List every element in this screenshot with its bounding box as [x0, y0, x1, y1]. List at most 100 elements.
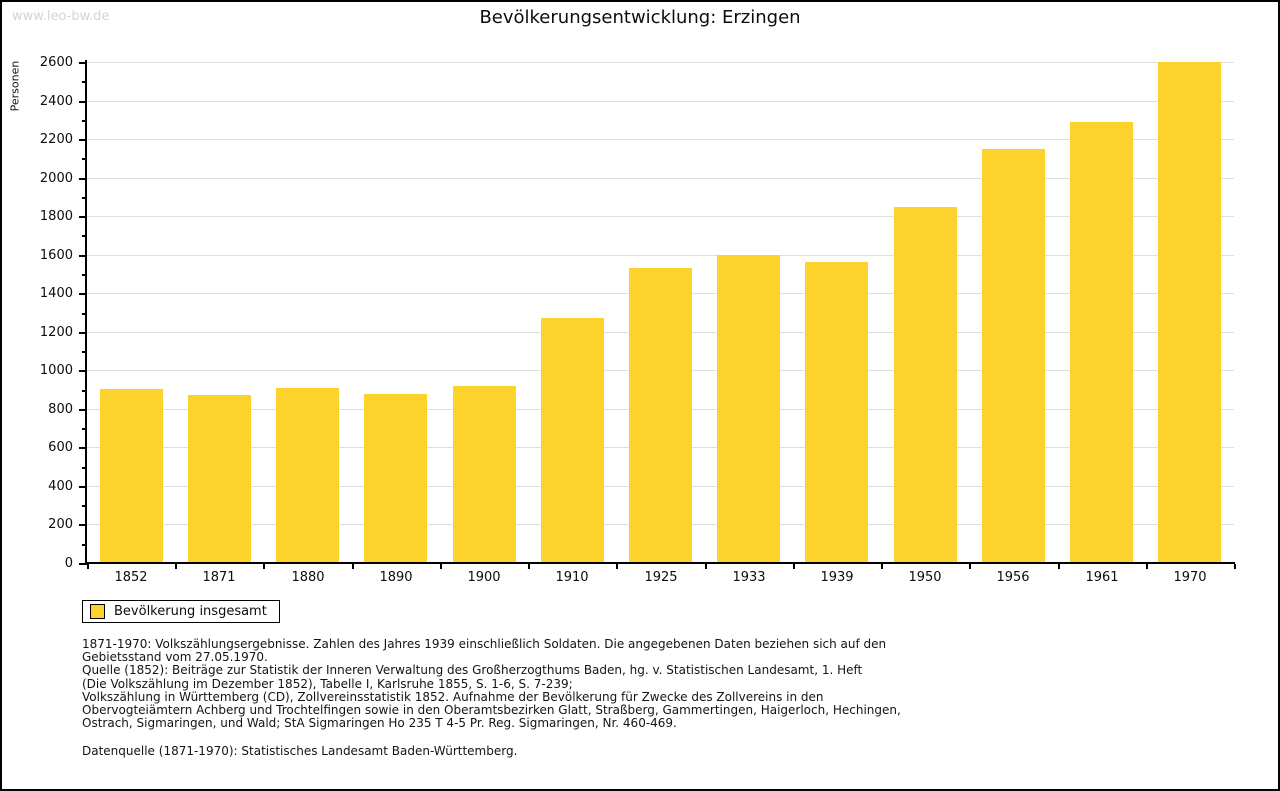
- y-major-tick-1000: [79, 370, 85, 372]
- x-tick-label-1900: 1900: [467, 570, 501, 585]
- y-tick-label-1200: 1200: [39, 325, 73, 340]
- y-major-tick-600: [79, 447, 85, 449]
- y-tick-label-1400: 1400: [39, 286, 73, 301]
- y-minor-tick-300: [82, 505, 85, 507]
- x-tick-label-1950: 1950: [908, 570, 942, 585]
- watermark: www.leo-bw.de: [12, 9, 110, 24]
- y-major-tick-2600: [79, 62, 85, 64]
- legend: Bevölkerung insgesamt: [82, 600, 280, 623]
- x-tick-label-1852: 1852: [114, 570, 148, 585]
- bar-1910: [541, 318, 604, 563]
- y-minor-tick-2300: [82, 120, 85, 122]
- y-tick-label-200: 200: [48, 517, 73, 532]
- y-minor-tick-900: [82, 390, 85, 392]
- y-tick-label-800: 800: [48, 402, 73, 417]
- footnote-line-7: Ostrach, Sigmaringen, und Wald; StA Sigm…: [82, 716, 677, 731]
- x-tick-8: [793, 564, 795, 569]
- data-source-line: Datenquelle (1871-1970): Statistisches L…: [82, 744, 518, 758]
- x-tick-5: [528, 564, 530, 569]
- y-major-tick-2400: [79, 101, 85, 103]
- x-tick-label-1933: 1933: [732, 570, 766, 585]
- y-tick-label-2200: 2200: [39, 132, 73, 147]
- y-tick-label-600: 600: [48, 440, 73, 455]
- gridline: [87, 139, 1234, 140]
- y-major-tick-400: [79, 486, 85, 488]
- bar-1933: [717, 255, 780, 563]
- y-minor-tick-2100: [82, 158, 85, 160]
- y-major-tick-0: [79, 563, 85, 565]
- y-tick-label-2400: 2400: [39, 94, 73, 109]
- bar-1871: [188, 395, 251, 563]
- y-major-tick-200: [79, 524, 85, 526]
- x-tick-13: [1234, 564, 1236, 569]
- bar-1890: [364, 394, 427, 563]
- y-tick-label-1600: 1600: [39, 248, 73, 263]
- bar-1950: [894, 207, 957, 563]
- footnote-line-5: Volkszählung in Württemberg (CD), Zollve…: [82, 689, 824, 704]
- y-major-tick-2200: [79, 139, 85, 141]
- y-minor-tick-1300: [82, 313, 85, 315]
- y-tick-label-1000: 1000: [39, 363, 73, 378]
- footnote-line-6: Obervogteiämtern Achberg und Trochtelfin…: [82, 703, 901, 718]
- x-tick-6: [616, 564, 618, 569]
- x-tick-10: [969, 564, 971, 569]
- x-tick-0: [87, 564, 89, 569]
- footnote-line-4: (Die Volkszählung im Dezember 1852), Tab…: [82, 676, 573, 691]
- y-minor-tick-100: [82, 544, 85, 546]
- y-major-tick-2000: [79, 178, 85, 180]
- y-major-tick-1200: [79, 332, 85, 334]
- y-minor-tick-1700: [82, 235, 85, 237]
- bar-1880: [276, 388, 339, 563]
- x-tick-label-1910: 1910: [555, 570, 589, 585]
- y-tick-label-2600: 2600: [39, 55, 73, 70]
- y-minor-tick-2500: [82, 81, 85, 83]
- footnote-line-2: Gebietsstand vom 27.05.1970.: [82, 650, 268, 665]
- x-tick-label-1956: 1956: [996, 570, 1030, 585]
- chart-title: Bevölkerungsentwicklung: Erzingen: [479, 7, 801, 28]
- legend-label: Bevölkerung insgesamt: [114, 604, 267, 619]
- x-tick-12: [1146, 564, 1148, 569]
- y-minor-tick-1900: [82, 197, 85, 199]
- x-tick-label-1925: 1925: [644, 570, 678, 585]
- y-minor-tick-500: [82, 467, 85, 469]
- x-tick-3: [352, 564, 354, 569]
- footnote-line-3: Quelle (1852): Beiträge zur Statistik de…: [82, 663, 863, 678]
- y-major-tick-1400: [79, 293, 85, 295]
- x-tick-2: [263, 564, 265, 569]
- x-tick-label-1970: 1970: [1173, 570, 1207, 585]
- bar-1900: [453, 386, 516, 563]
- footnotes: 1871-1970: Volkszählungsergebnisse. Zahl…: [82, 637, 901, 731]
- x-tick-label-1871: 1871: [202, 570, 236, 585]
- bar-1970: [1158, 62, 1221, 563]
- y-tick-label-2000: 2000: [39, 171, 73, 186]
- x-tick-label-1939: 1939: [820, 570, 854, 585]
- x-tick-7: [705, 564, 707, 569]
- footnote-line-1: 1871-1970: Volkszählungsergebnisse. Zahl…: [82, 637, 887, 651]
- x-tick-label-1890: 1890: [379, 570, 413, 585]
- y-minor-tick-700: [82, 428, 85, 430]
- x-tick-label-1961: 1961: [1085, 570, 1119, 585]
- y-tick-label-1800: 1800: [39, 209, 73, 224]
- x-tick-4: [440, 564, 442, 569]
- bar-1961: [1070, 122, 1133, 563]
- gridline: [87, 178, 1234, 179]
- x-tick-9: [881, 564, 883, 569]
- y-tick-label-400: 400: [48, 479, 73, 494]
- y-axis-line: [85, 60, 87, 565]
- legend-swatch-icon: [90, 604, 105, 619]
- x-tick-label-1880: 1880: [291, 570, 325, 585]
- bar-1939: [805, 262, 868, 563]
- y-major-tick-800: [79, 409, 85, 411]
- x-axis-line: [85, 562, 1235, 564]
- gridline: [87, 216, 1234, 217]
- bar-1925: [629, 268, 692, 563]
- x-tick-11: [1058, 564, 1060, 569]
- x-tick-1: [175, 564, 177, 569]
- bar-1852: [100, 389, 163, 563]
- y-tick-label-0: 0: [64, 556, 73, 571]
- bar-1956: [982, 149, 1045, 563]
- gridline: [87, 62, 1234, 63]
- y-major-tick-1600: [79, 255, 85, 257]
